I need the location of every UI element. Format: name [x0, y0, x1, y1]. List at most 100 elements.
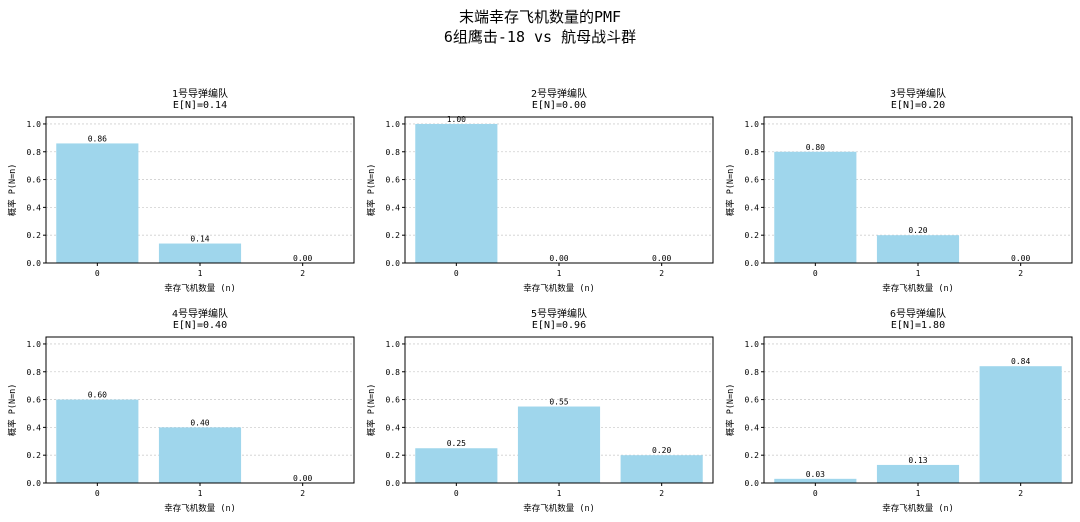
- subplot-subtitle: E[N]=0.96: [532, 320, 586, 331]
- x-tick-label: 0: [95, 269, 100, 278]
- x-tick-label: 2: [300, 489, 305, 498]
- x-tick-label: 2: [300, 269, 305, 278]
- y-tick-label: 0.8: [745, 368, 760, 377]
- axes-frame: [763, 336, 1073, 484]
- y-tick-label: 0.0: [745, 259, 760, 268]
- y-tick-label: 0.8: [27, 148, 42, 157]
- x-tick-label: 1: [916, 269, 921, 278]
- y-tick-label: 0.0: [386, 479, 401, 488]
- y-tick-label: 0.8: [386, 368, 401, 377]
- x-tick-label: 1: [557, 489, 562, 498]
- subplot-subtitle: E[N]=0.00: [532, 100, 586, 111]
- y-tick-label: 0.0: [745, 479, 760, 488]
- axes-frame: [45, 336, 355, 484]
- y-tick-label: 0.2: [27, 231, 42, 240]
- bar: [56, 399, 139, 483]
- y-axis-label: 概率 P(N=n): [7, 384, 18, 437]
- y-tick-label: 1.0: [745, 340, 760, 349]
- y-axis-label: 概率 P(N=n): [366, 164, 377, 217]
- bar-value-label: 0.14: [190, 235, 209, 244]
- subplot-subtitle: E[N]=0.40: [173, 320, 227, 331]
- x-tick-label: 1: [916, 489, 921, 498]
- y-tick-label: 0.6: [27, 176, 42, 185]
- bar: [56, 143, 139, 263]
- bar-value-label: 0.86: [88, 134, 107, 143]
- x-tick-label: 1: [198, 269, 203, 278]
- y-tick-label: 1.0: [386, 120, 401, 129]
- y-tick-label: 0.4: [386, 423, 401, 432]
- x-tick-label: 0: [454, 489, 459, 498]
- y-tick-label: 0.2: [27, 451, 42, 460]
- x-tick-label: 2: [659, 269, 664, 278]
- y-tick-label: 0.0: [386, 259, 401, 268]
- bar: [415, 448, 498, 483]
- subplot-5: 0.0 0.2 0.4 0.6 0.8 1.0 0.25 0 0.55 1 0.20 2 5号导弹编队E…: [366, 307, 714, 514]
- bar-value-label: 1.00: [447, 115, 466, 124]
- x-axis-label: 幸存飞机数量 (n): [164, 503, 235, 514]
- x-tick-label: 0: [813, 489, 818, 498]
- x-tick-label: 2: [1018, 489, 1023, 498]
- y-tick-label: 0.8: [386, 148, 401, 157]
- y-axis-label: 概率 P(N=n): [725, 384, 736, 437]
- axes-frame: [763, 116, 1073, 264]
- subplot-subtitle: E[N]=0.14: [173, 100, 227, 111]
- subplot-subtitle: E[N]=1.80: [891, 320, 945, 331]
- bar: [876, 464, 960, 483]
- x-tick-label: 2: [659, 489, 664, 498]
- bar: [620, 455, 703, 483]
- subplot-1: 0.0 0.2 0.4 0.6 0.8 1.0 0.86 0 0.14 1 0.00 2 1号导弹编队E…: [7, 87, 355, 294]
- subplot-title: 3号导弹编队: [890, 87, 946, 100]
- bar-value-label: 0.25: [447, 439, 466, 448]
- bar-value-label: 0.60: [88, 391, 107, 400]
- subplot-title: 1号导弹编队: [172, 87, 228, 100]
- y-tick-label: 1.0: [27, 340, 42, 349]
- bar: [979, 366, 1062, 483]
- x-axis-label: 幸存飞机数量 (n): [882, 503, 953, 514]
- y-tick-label: 0.6: [745, 396, 760, 405]
- x-tick-label: 0: [95, 489, 100, 498]
- subplot-6: 0.0 0.2 0.4 0.6 0.8 1.0 0.03 0 0.13 1 0.84 2 6号导弹编队E…: [725, 307, 1073, 514]
- subplot-grid: 0.00.20.40.60.81.00.8600.1410.0021号导弹编队E…: [7, 87, 1073, 514]
- x-tick-label: 1: [198, 489, 203, 498]
- subplot-4: 0.0 0.2 0.4 0.6 0.8 1.0 0.60 0 0.40 1 0.00 2 4号导弹编队E…: [7, 307, 355, 514]
- y-tick-label: 0.2: [386, 231, 401, 240]
- y-tick-label: 0.4: [386, 203, 401, 212]
- x-tick-label: 1: [557, 269, 562, 278]
- axes-frame: [404, 336, 714, 484]
- figure-title-line2: 6组鹰击-18 vs 航母战斗群: [444, 28, 636, 46]
- figure-title-line1: 末端幸存飞机数量的PMF: [459, 8, 621, 26]
- x-axis-label: 幸存飞机数量 (n): [882, 283, 953, 294]
- subplot-subtitle: E[N]=0.20: [891, 100, 945, 111]
- y-tick-label: 0.2: [745, 451, 760, 460]
- subplot-title: 2号导弹编队: [531, 87, 587, 100]
- bar-value-label: 0.20: [652, 446, 671, 455]
- bar-value-label: 0.00: [293, 254, 312, 263]
- subplot-title: 5号导弹编队: [531, 307, 587, 320]
- x-tick-label: 0: [454, 269, 459, 278]
- bar: [158, 427, 242, 483]
- y-tick-label: 0.6: [386, 176, 401, 185]
- bar-value-label: 0.40: [190, 418, 209, 427]
- y-axis-label: 概率 P(N=n): [7, 164, 18, 217]
- x-axis-label: 幸存飞机数量 (n): [523, 503, 594, 514]
- x-tick-label: 0: [813, 269, 818, 278]
- y-tick-label: 0.6: [27, 396, 42, 405]
- y-axis-label: 概率 P(N=n): [725, 164, 736, 217]
- x-axis-label: 幸存飞机数量 (n): [523, 283, 594, 294]
- y-tick-label: 0.8: [27, 368, 42, 377]
- y-tick-label: 0.2: [745, 231, 760, 240]
- y-tick-label: 0.6: [386, 396, 401, 405]
- y-tick-label: 1.0: [386, 340, 401, 349]
- bar-value-label: 0.03: [806, 470, 825, 479]
- y-axis-label: 概率 P(N=n): [366, 384, 377, 437]
- subplot-3: 0.0 0.2 0.4 0.6 0.8 1.0 0.80 0 0.20 1 0.00 2 3号导弹编队E…: [725, 87, 1073, 294]
- bar-value-label: 0.00: [652, 254, 671, 263]
- bar: [158, 243, 242, 263]
- y-tick-label: 0.8: [745, 148, 760, 157]
- bar-value-label: 0.13: [908, 456, 927, 465]
- y-tick-label: 1.0: [27, 120, 42, 129]
- bar-value-label: 0.20: [908, 226, 927, 235]
- bar-value-label: 0.84: [1011, 357, 1030, 366]
- y-tick-label: 0.4: [745, 203, 760, 212]
